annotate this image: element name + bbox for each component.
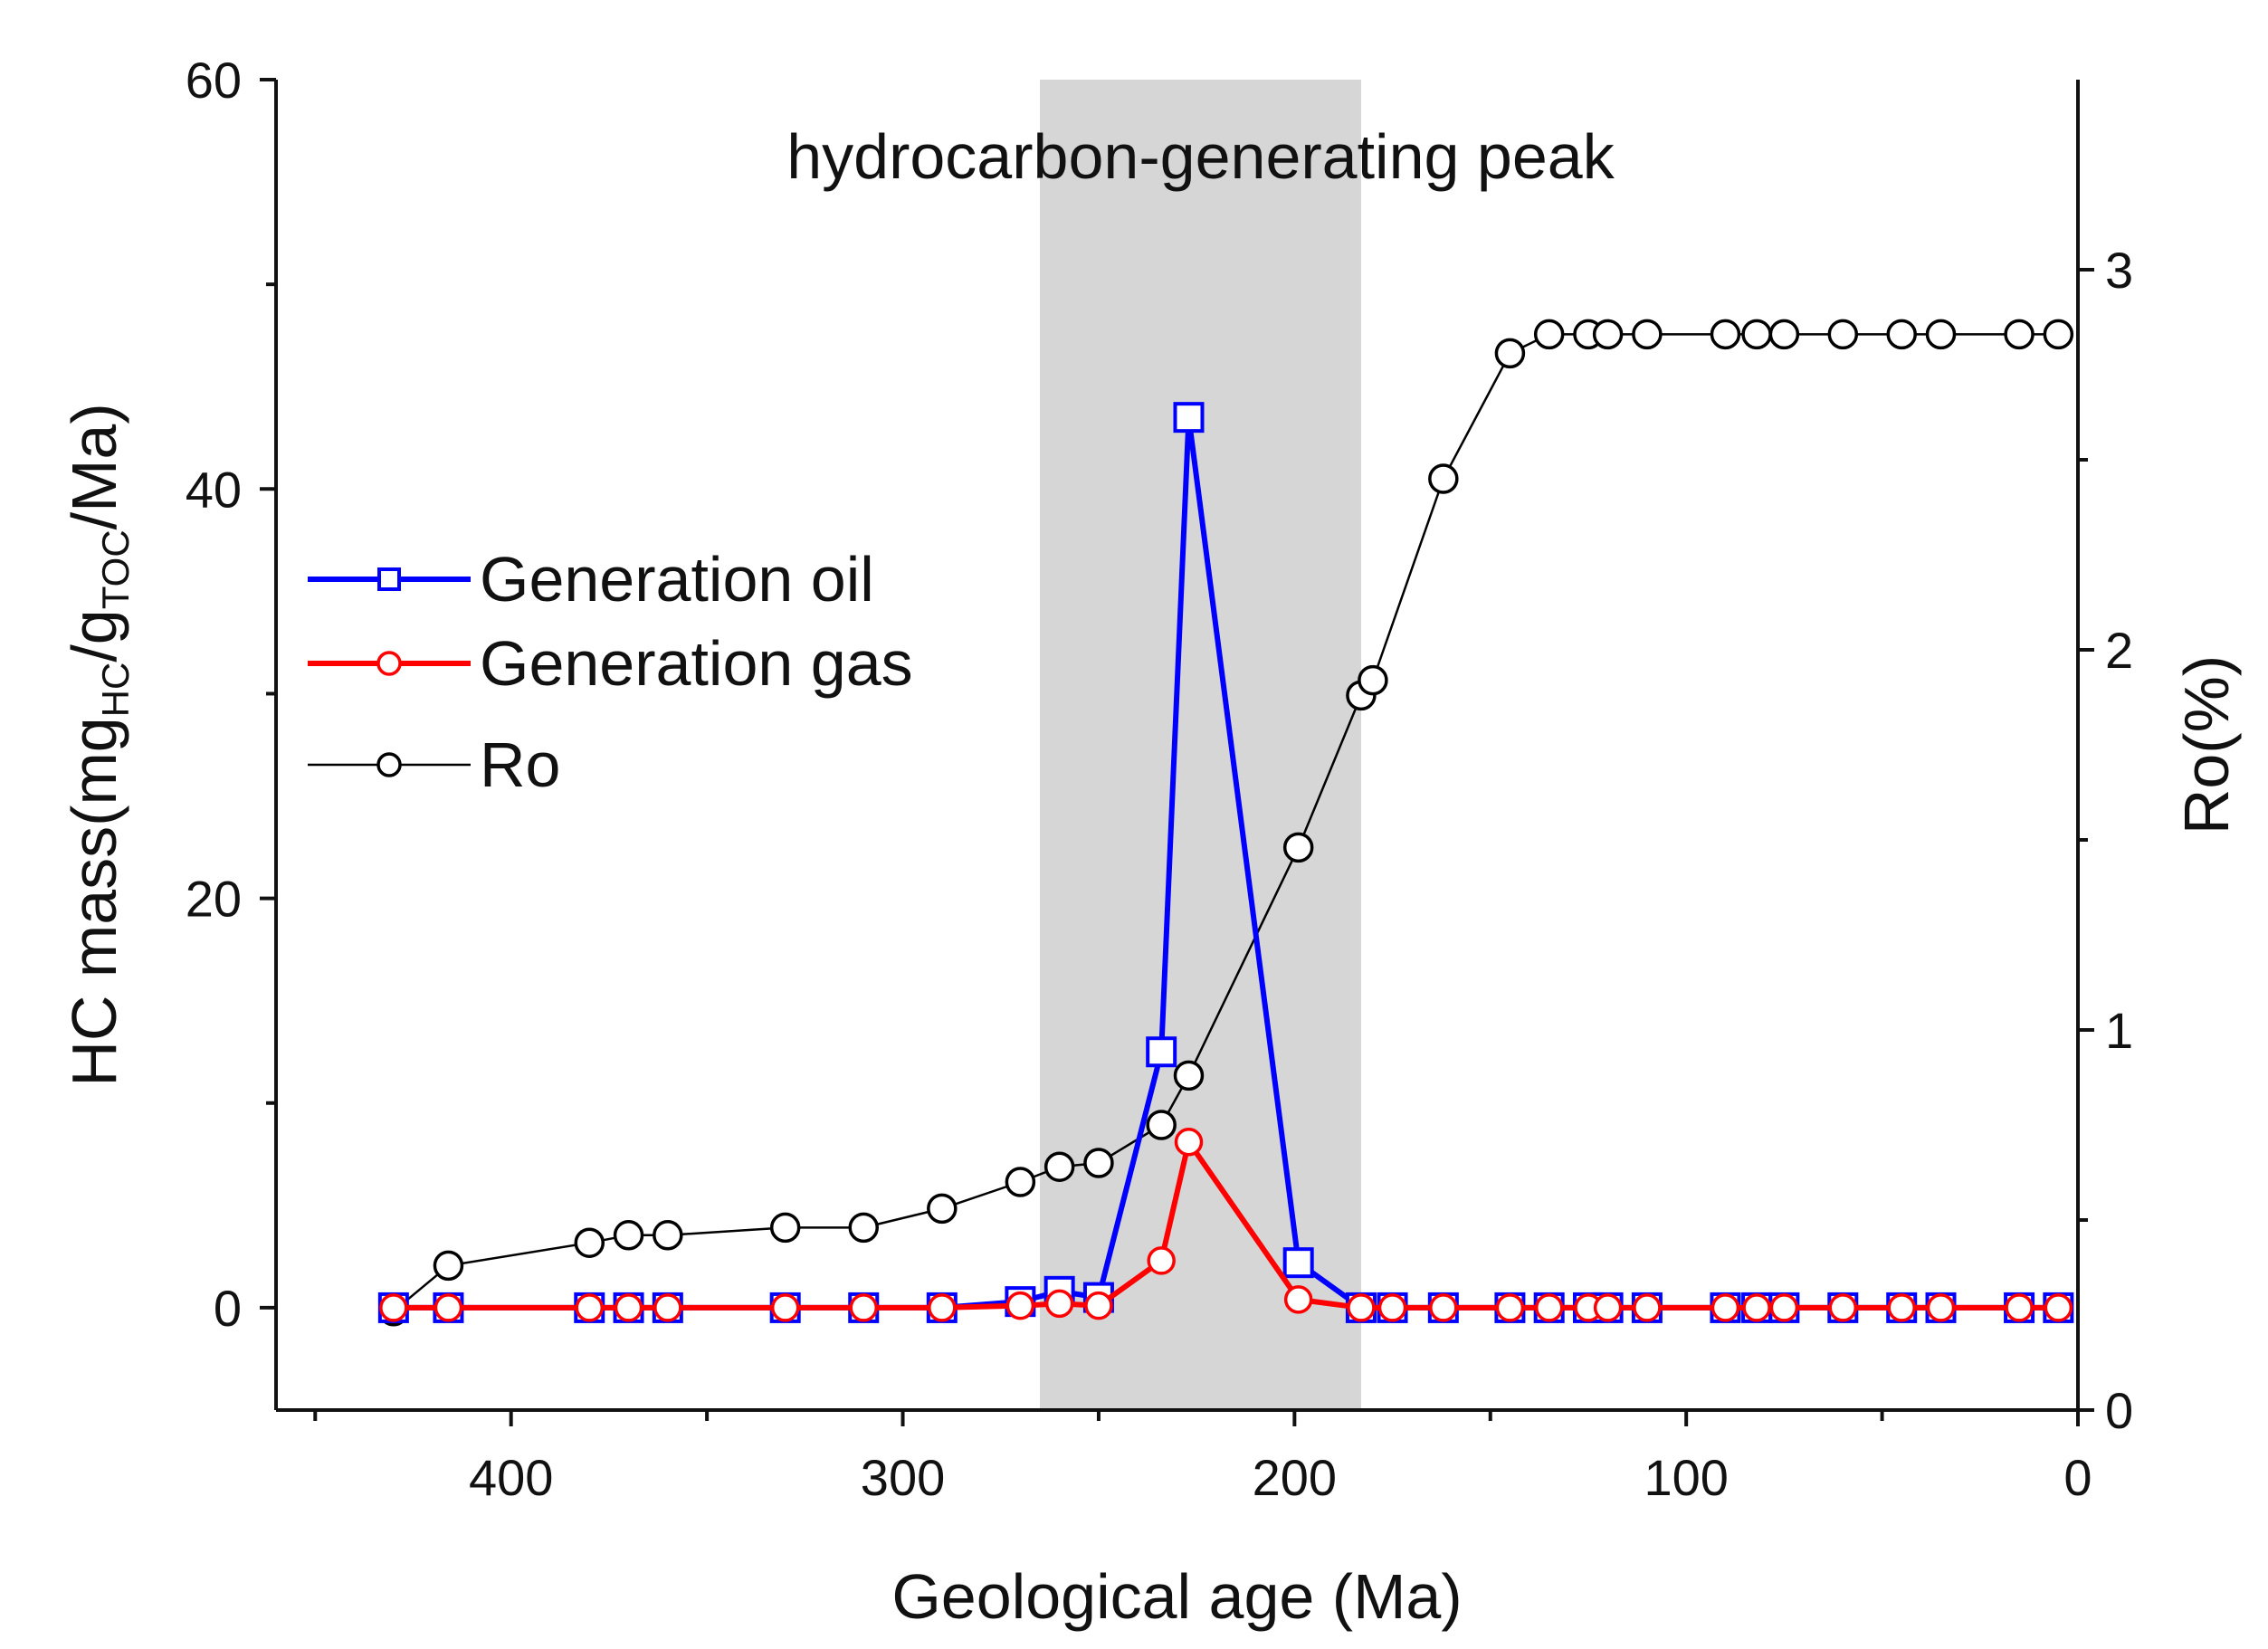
data-point xyxy=(1533,319,1565,350)
data-point xyxy=(1769,1293,1799,1322)
y-left-tick-label: 0 xyxy=(214,1280,242,1337)
x-tick-label: 300 xyxy=(861,1449,945,1506)
data-point xyxy=(1428,463,1459,494)
legend-swatch-marker xyxy=(376,651,402,676)
y-left-axis-title-part: /Ma) xyxy=(59,403,129,529)
legend-swatch-marker xyxy=(376,752,402,777)
data-point xyxy=(848,1212,879,1244)
data-point xyxy=(1005,1167,1036,1197)
data-point xyxy=(1494,338,1526,369)
data-point xyxy=(2043,319,2074,350)
data-point xyxy=(1828,1293,1858,1322)
data-point xyxy=(1358,664,1388,696)
x-tick-label: 100 xyxy=(1644,1449,1728,1506)
data-point xyxy=(574,1227,605,1258)
y-right-tick-label: 1 xyxy=(2105,1002,2133,1059)
data-point xyxy=(1377,1293,1407,1322)
data-point xyxy=(1633,1293,1662,1322)
data-point xyxy=(1534,1293,1564,1322)
y-right-axis-title: Ro(%) xyxy=(2171,655,2242,834)
legend-label: Ro xyxy=(480,729,560,800)
peak-band-layer: hydrocarbon-generating peak xyxy=(786,80,1615,1410)
y-left-axis-title: HC mass(mgHC/gTOC/Ma) xyxy=(59,403,137,1086)
data-point xyxy=(1429,1293,1458,1322)
data-point xyxy=(927,1193,958,1225)
y-left-tick-label: 40 xyxy=(186,461,242,518)
data-point xyxy=(1926,1293,1956,1322)
y-right-tick-label: 0 xyxy=(2105,1382,2133,1439)
data-point xyxy=(1005,1291,1035,1320)
data-point xyxy=(1147,1246,1176,1275)
data-point xyxy=(1173,1060,1205,1091)
data-point xyxy=(2044,1293,2073,1322)
y-left-tick-label: 20 xyxy=(186,871,242,928)
series-generation-gas xyxy=(379,1127,2073,1322)
data-point xyxy=(433,1250,464,1282)
data-point xyxy=(769,1212,801,1244)
data-point xyxy=(614,1293,643,1322)
series-layer xyxy=(377,319,2074,1327)
data-point xyxy=(1083,1148,1114,1178)
legend-swatch-marker xyxy=(377,567,401,591)
legend-label: Generation oil xyxy=(480,544,874,615)
data-point xyxy=(849,1293,878,1322)
data-point xyxy=(653,1220,683,1251)
data-point xyxy=(1347,1293,1376,1322)
y-left-axis-title-subscript: HC xyxy=(94,662,137,718)
y-left-axis-title-subscript: TOC xyxy=(94,529,137,609)
data-point xyxy=(434,1293,463,1322)
data-point xyxy=(1174,1127,1204,1157)
y-left-tick-label: 60 xyxy=(186,52,242,109)
data-point xyxy=(1495,1293,1525,1322)
data-point xyxy=(1084,1291,1113,1320)
data-point xyxy=(1768,319,1800,350)
data-point xyxy=(1593,1293,1623,1322)
data-point xyxy=(1887,1293,1916,1322)
data-point xyxy=(1044,1289,1074,1319)
data-point xyxy=(1173,402,1205,434)
series-ro xyxy=(378,319,2074,1327)
data-point xyxy=(1146,1110,1177,1140)
x-tick-label: 0 xyxy=(2063,1449,2092,1506)
data-point xyxy=(1282,832,1314,863)
data-point xyxy=(2004,319,2035,350)
y-right-tick-label: 3 xyxy=(2105,242,2133,299)
y-left-axis-title-part: /g xyxy=(59,609,129,662)
data-point xyxy=(1710,319,1741,350)
data-point xyxy=(1925,319,1957,350)
x-tick-label: 400 xyxy=(469,1449,553,1506)
legend-item: Ro xyxy=(308,729,560,800)
data-point xyxy=(1827,319,1859,350)
data-point xyxy=(928,1293,957,1322)
legend-label: Generation gas xyxy=(480,628,913,699)
legend: Generation oil Generation gas Ro xyxy=(308,544,913,800)
peak-band-label: hydrocarbon-generating peak xyxy=(786,121,1615,192)
data-point xyxy=(1146,1036,1177,1068)
data-point xyxy=(379,1293,408,1322)
x-axis-title: Geological age (Ma) xyxy=(891,1561,1462,1632)
data-point xyxy=(653,1293,682,1322)
x-tick-label: 200 xyxy=(1253,1449,1337,1506)
data-point xyxy=(1632,319,1663,350)
data-point xyxy=(1741,319,1772,350)
y-left-axis-title-part: HC mass(mg xyxy=(59,717,129,1086)
data-point xyxy=(1742,1293,1771,1322)
data-point xyxy=(1592,319,1624,350)
data-point xyxy=(2005,1293,2034,1322)
y-right-tick-label: 2 xyxy=(2105,622,2133,679)
legend-item: Generation oil xyxy=(308,544,874,615)
data-point xyxy=(1886,319,1917,350)
data-point xyxy=(1282,1247,1314,1279)
legend-item: Generation gas xyxy=(308,628,913,699)
data-point xyxy=(613,1220,644,1251)
data-point xyxy=(1711,1293,1740,1322)
data-point xyxy=(575,1293,605,1322)
peak-band xyxy=(1040,80,1361,1410)
data-point xyxy=(1043,1151,1075,1182)
data-point xyxy=(1283,1285,1313,1314)
data-point xyxy=(770,1293,800,1322)
